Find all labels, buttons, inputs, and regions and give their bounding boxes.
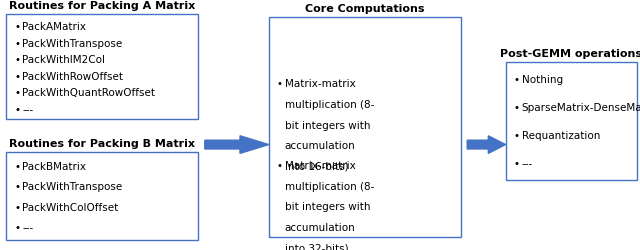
Text: multiplication (8-: multiplication (8- <box>285 100 374 110</box>
Text: bit integers with: bit integers with <box>285 120 371 130</box>
Text: into 16-bits): into 16-bits) <box>285 161 348 171</box>
Text: •: • <box>14 22 20 32</box>
Text: PackBMatrix: PackBMatrix <box>22 162 86 172</box>
Polygon shape <box>467 136 506 154</box>
Text: into 32-bits): into 32-bits) <box>285 242 348 250</box>
Text: •: • <box>14 55 20 65</box>
Text: •: • <box>276 160 282 170</box>
Bar <box>6 152 198 240</box>
Text: PackWithRowOffset: PackWithRowOffset <box>22 71 124 81</box>
Text: Nothing: Nothing <box>522 75 563 85</box>
Text: accumulation: accumulation <box>285 140 356 150</box>
Text: •: • <box>513 103 519 113</box>
Bar <box>506 62 637 180</box>
Polygon shape <box>205 136 269 154</box>
Text: Routines for Packing B Matrix: Routines for Packing B Matrix <box>10 139 195 149</box>
Text: bit integers with: bit integers with <box>285 202 371 211</box>
Text: Routines for Packing A Matrix: Routines for Packing A Matrix <box>9 1 196 11</box>
Text: accumulation: accumulation <box>285 222 356 232</box>
Text: •: • <box>14 104 20 114</box>
Text: •: • <box>276 79 282 89</box>
Text: PackWithColOffset: PackWithColOffset <box>22 202 118 212</box>
Text: Matrix-matrix: Matrix-matrix <box>285 79 356 89</box>
Text: PackWithTranspose: PackWithTranspose <box>22 182 123 192</box>
Text: •: • <box>14 222 20 232</box>
Text: •: • <box>14 71 20 81</box>
Text: ---: --- <box>522 158 533 168</box>
Bar <box>6 15 198 120</box>
Text: ---: --- <box>22 222 34 232</box>
Text: •: • <box>513 131 519 141</box>
Text: •: • <box>513 75 519 85</box>
Text: ---: --- <box>22 104 34 114</box>
Text: •: • <box>14 162 20 172</box>
Text: SparseMatrix-DenseMatrix: SparseMatrix-DenseMatrix <box>522 103 640 113</box>
Text: PackWithQuantRowOffset: PackWithQuantRowOffset <box>22 88 156 98</box>
Bar <box>269 18 461 237</box>
Text: Matrix-matrix: Matrix-matrix <box>285 160 356 170</box>
Text: multiplication (8-: multiplication (8- <box>285 181 374 191</box>
Text: •: • <box>14 182 20 192</box>
Text: •: • <box>14 202 20 212</box>
Text: PackWithIM2Col: PackWithIM2Col <box>22 55 106 65</box>
Text: •: • <box>513 158 519 168</box>
Text: Core Computations: Core Computations <box>305 4 424 14</box>
Text: •: • <box>14 38 20 48</box>
Text: Post-GEMM operations: Post-GEMM operations <box>500 49 640 59</box>
Text: Requantization: Requantization <box>522 131 600 141</box>
Text: •: • <box>14 88 20 98</box>
Text: PackWithTranspose: PackWithTranspose <box>22 38 123 48</box>
Text: PackAMatrix: PackAMatrix <box>22 22 86 32</box>
